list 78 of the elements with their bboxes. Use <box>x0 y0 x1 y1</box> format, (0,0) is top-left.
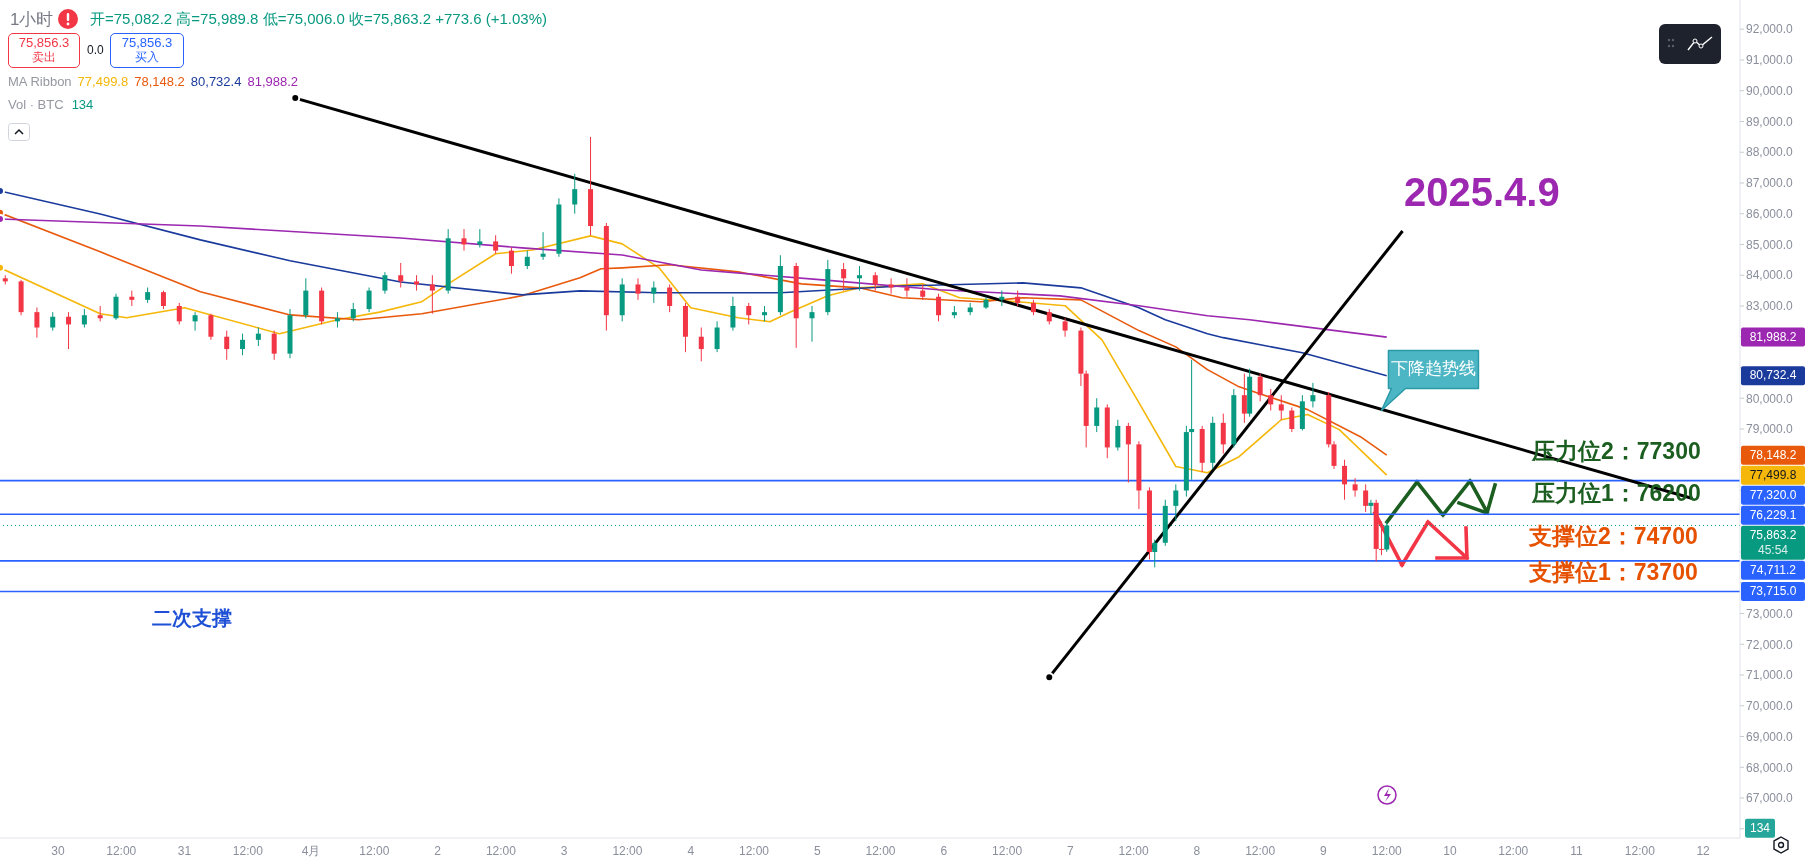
y-tick-label: 89,000.0 <box>1746 114 1794 129</box>
x-tick-label: 31 <box>177 843 192 858</box>
y-tick-label: 67,000.0 <box>1746 791 1794 806</box>
text: 77,499.8 <box>77 74 129 89</box>
x-tick-label: 12:00 <box>612 843 643 858</box>
annotation: 下降趋势线 <box>1390 359 1476 379</box>
x-tick-label: 12:00 <box>1245 843 1276 858</box>
ref-line-label: 75,863.2 <box>1749 527 1797 542</box>
annotation: 卖出 <box>31 50 57 65</box>
annotation: 75,856.3 <box>120 35 174 50</box>
text: 80,732.4 <box>1749 368 1797 383</box>
y-tick-label: 80,000.0 <box>1746 391 1794 406</box>
x-tick-label: 11 <box>1570 843 1584 858</box>
x-tick-label: 5 <box>813 843 821 858</box>
y-tick-label: 73,000.0 <box>1746 606 1794 621</box>
annotation: 二次支撑 <box>152 607 232 630</box>
x-tick-label: 12:00 <box>485 843 517 858</box>
x-tick-label: 12:00 <box>738 843 770 858</box>
x-tick-label: 12:00 <box>865 843 896 858</box>
buy-price-box: 75,856.3 买入 <box>110 33 184 68</box>
x-tick-label: 12:00 <box>1118 843 1149 858</box>
x-tick-label: 12:00 <box>992 843 1023 858</box>
ref-line-label: 74,711.2 <box>1750 562 1797 577</box>
y-tick-label: 71,000.0 <box>1746 668 1794 683</box>
x-tick-label: 4 <box>687 843 695 858</box>
y-tick-label: 88,000.0 <box>1746 145 1794 160</box>
annotation: 支撑位1：73700 <box>1528 559 1698 586</box>
y-tick-label: 69,000.0 <box>1746 729 1794 744</box>
y-tick-label: 87,000.0 <box>1746 176 1794 191</box>
x-tick-label: 8 <box>1193 843 1201 858</box>
text: 45:54 <box>1757 542 1789 557</box>
annotation: 75,856.3 <box>17 35 71 50</box>
x-tick-label: 7 <box>1067 843 1075 858</box>
x-tick-label: 3 <box>560 843 568 858</box>
ref-line-label: 76,229.1 <box>1749 507 1797 522</box>
y-tick-label: 90,000.0 <box>1746 83 1794 98</box>
y-tick-label: 70,000.0 <box>1746 699 1794 714</box>
legend-title: MA Ribbon <box>8 74 72 89</box>
annotation: 0.0 <box>87 43 104 57</box>
text: 开=75,082.2 高=75,989.8 低=75,006.0 收=75,863.2 +773.6 (+1.03%) <box>90 10 548 29</box>
sell-price-box: 75,856.3 卖出 <box>8 33 80 68</box>
x-tick-label: 12:00 <box>106 843 137 858</box>
x-tick-label: 30 <box>51 843 65 858</box>
annotation: 2025.4.9 <box>1404 170 1560 215</box>
x-tick-label: 10 <box>1443 843 1457 858</box>
annotation: 支撑位2：74700 <box>1528 523 1698 550</box>
y-tick-label: 85,000.0 <box>1746 237 1794 252</box>
ref-line-label: 73,715.0 <box>1749 584 1797 599</box>
text: 80,732.4 <box>190 74 242 89</box>
y-tick-label: 83,000.0 <box>1746 299 1794 314</box>
text: 77,499.8 <box>1749 467 1797 482</box>
x-tick-label: 9 <box>1320 843 1328 858</box>
x-tick-label: 12:00 <box>1624 843 1656 858</box>
y-tick-label: 86,000.0 <box>1746 206 1794 221</box>
text: 1小时 <box>10 9 54 31</box>
annotation: 买入 <box>134 50 160 65</box>
x-tick-label: 12 <box>1696 843 1711 858</box>
x-tick-label: 12:00 <box>232 843 264 858</box>
x-tick-label: 2 <box>434 843 442 858</box>
y-tick-label: 72,000.0 <box>1746 637 1794 652</box>
y-tick-label: 79,000.0 <box>1746 422 1794 437</box>
x-tick-label: 12:00 <box>1498 843 1529 858</box>
y-tick-label: 91,000.0 <box>1746 53 1794 68</box>
y-tick-label: 84,000.0 <box>1746 268 1794 283</box>
y-tick-label: 68,000.0 <box>1746 760 1794 775</box>
x-tick-label: 6 <box>940 843 948 858</box>
annotation: Vol · BTC <box>8 97 64 112</box>
text: 81,988.2 <box>1749 329 1797 344</box>
text: 81,988.2 <box>247 74 299 89</box>
x-tick-label: 12:00 <box>359 843 390 858</box>
text: 134 <box>1749 820 1771 835</box>
text: 78,148.2 <box>134 74 185 89</box>
ref-line-label: 77,320.0 <box>1749 487 1797 502</box>
text: 78,148.2 <box>1749 447 1797 462</box>
x-tick-label: 4月 <box>301 843 321 858</box>
y-tick-label: 92,000.0 <box>1746 22 1794 37</box>
x-tick-label: 12:00 <box>1371 843 1403 858</box>
annotation: 134 <box>71 97 94 112</box>
